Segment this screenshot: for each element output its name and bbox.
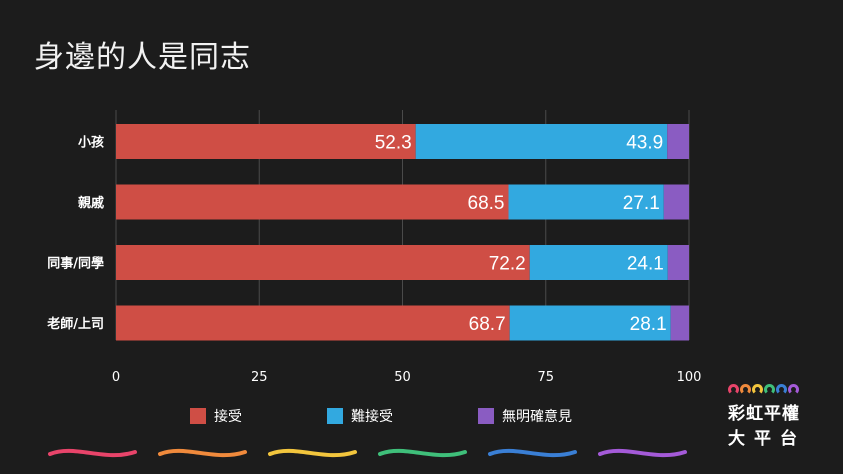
legend-swatch-no-opinion: [478, 408, 494, 424]
rainbow-arc: [728, 384, 739, 395]
legend-item-accept: 接受: [190, 406, 242, 426]
x-tick-label: 0: [112, 370, 120, 385]
legend-label-accept: 接受: [214, 409, 242, 425]
wave-segment: [268, 448, 357, 458]
legend-label-no-opinion: 無明確意見: [502, 409, 572, 425]
legend-item-hard-to-accept: 難接受: [327, 406, 393, 426]
rainbow-arc: [776, 384, 787, 395]
wave-segment: [158, 448, 247, 458]
legend-label-hard-to-accept: 難接受: [351, 409, 393, 425]
data-label: 68.7: [469, 314, 506, 335]
data-label: 28.1: [630, 314, 667, 335]
bar-segment: [415, 124, 668, 159]
rainbow-arcs-icon: [728, 384, 808, 398]
data-label: 72.2: [489, 254, 526, 275]
rainbow-arc: [788, 384, 799, 395]
logo-text-line2: 大平台: [728, 429, 806, 449]
x-tick-label: 50: [394, 370, 411, 385]
bar-segment: [663, 184, 689, 220]
data-label: 27.1: [623, 193, 660, 214]
stacked-bar-chart: 0 25 50 75 100 小孩 52.3 43.9 親戚 68.5 27.1 同事/同學 72.2 2…: [46, 110, 702, 385]
wave-segment: [598, 448, 687, 458]
data-label: 43.9: [626, 133, 663, 154]
bar-segment: [116, 245, 530, 280]
wave-segment: [488, 448, 577, 458]
chart-title: 身邊的人是同志: [34, 40, 251, 75]
category-label: 親戚: [78, 195, 104, 211]
x-tick-label: 100: [677, 370, 702, 385]
rainbow-arc: [740, 384, 751, 395]
category-label: 同事/同學: [47, 256, 104, 272]
data-label: 52.3: [375, 133, 412, 154]
x-tick-label: 75: [537, 370, 554, 385]
bar-segment: [529, 245, 668, 280]
rainbow-arc: [752, 384, 763, 395]
legend-item-no-opinion: 無明確意見: [478, 406, 572, 426]
bar-segment: [667, 245, 689, 280]
category-label: 小孩: [78, 135, 104, 151]
bar-segment: [508, 184, 664, 220]
logo-text-line1: 彩虹平權: [728, 404, 800, 424]
bar-segment: [670, 305, 689, 341]
bar-segment: [116, 305, 510, 341]
bar-segment: [509, 305, 671, 341]
wave-segment: [378, 448, 467, 458]
legend-swatch-hard-to-accept: [327, 408, 343, 424]
rainbow-wave-decoration: [48, 448, 687, 458]
category-label: 老師/上司: [46, 316, 104, 332]
legend-swatch-accept: [190, 408, 206, 424]
bar-segment: [667, 124, 689, 159]
wave-segment: [48, 448, 137, 458]
data-label: 68.5: [468, 193, 505, 214]
rainbow-arc: [764, 384, 775, 395]
brand-logo: 彩虹平權 大平台: [728, 384, 808, 449]
bar-segment: [116, 184, 509, 220]
bar-segment: [116, 124, 416, 159]
x-tick-label: 25: [251, 370, 268, 385]
data-label: 24.1: [627, 254, 664, 275]
